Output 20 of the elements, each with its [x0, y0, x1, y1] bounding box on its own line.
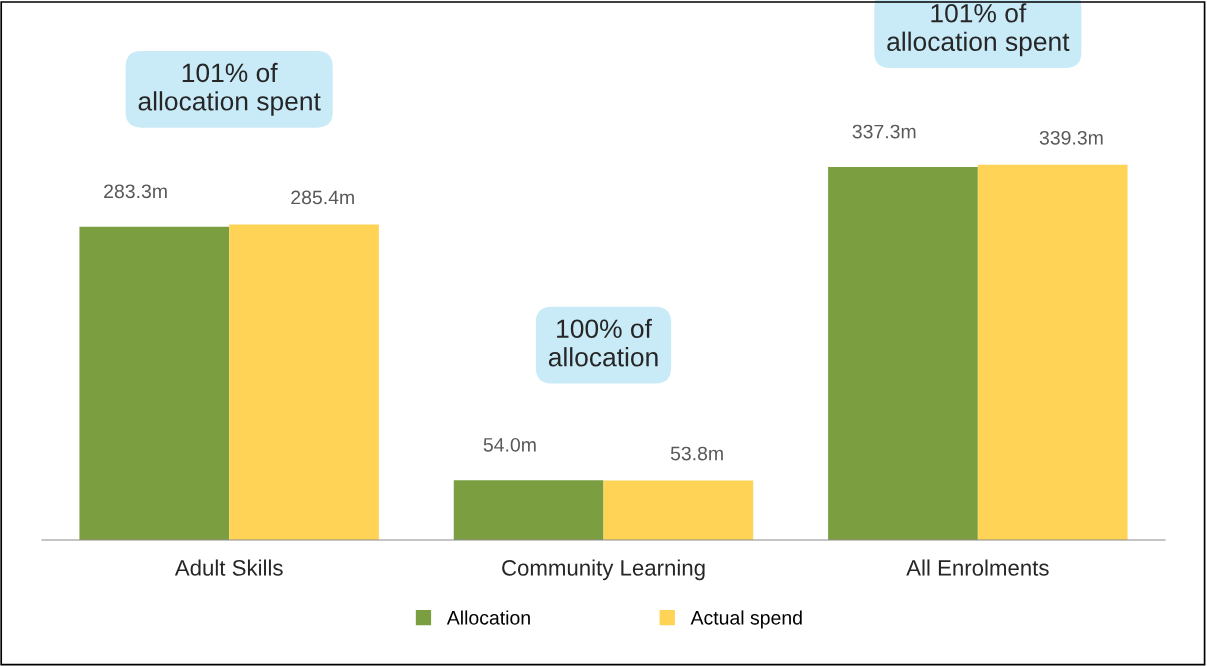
text: 101% of allocation spent: [887, 3, 1070, 57]
legend-label: Actual spend: [690, 610, 802, 629]
x-tick-label: All Enrolments: [906, 559, 1049, 576]
x-tick-label: Adult Skills: [174, 559, 283, 576]
bar: [603, 480, 754, 540]
x-tick-label: Community Learning: [502, 559, 705, 581]
bar: [977, 164, 1128, 540]
data-label: 53.8m: [670, 446, 723, 461]
data-label: 285.4m: [291, 190, 354, 205]
data-label: 283.3m: [104, 184, 167, 199]
data-label: 337.3m: [852, 124, 916, 139]
bar: [828, 167, 978, 540]
bar: [229, 224, 379, 540]
data-label: 339.3m: [1039, 130, 1103, 145]
legend-label: Allocation: [446, 610, 530, 625]
data-label: 54.0m: [483, 437, 536, 452]
bar: [453, 480, 604, 540]
annotation: 100% of allocation: [548, 318, 658, 367]
bar: [79, 226, 230, 540]
text: 101% of allocation spent: [138, 62, 321, 116]
